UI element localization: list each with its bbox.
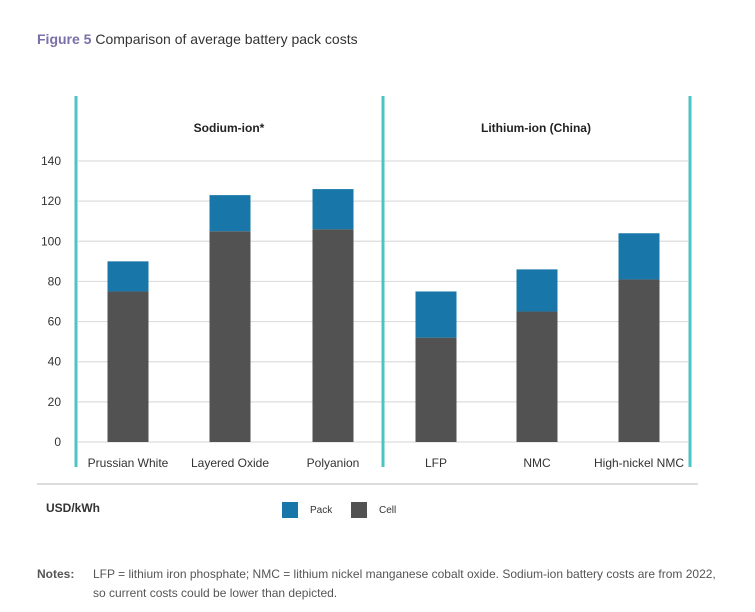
y-tick-label: 140 [41,154,61,168]
notes-label: Notes: [37,567,75,581]
notes-line-1: LFP = lithium iron phosphate; NMC = lith… [93,567,716,581]
legend-cell: Cell [351,502,396,518]
chart: 0 20 40 60 80 100 120 140 Sodium-ion* Lithium-ion… [41,96,692,470]
group-label: Sodium-ion* [194,121,265,135]
bar-pack [312,189,354,230]
legend-pack: Pack [282,502,332,518]
x-tick-label: NMC [523,456,551,470]
y-tick-label: 100 [41,234,61,248]
group-label: Lithium-ion (China) [481,121,591,135]
bar-pack [516,269,558,312]
bar-pack [618,233,660,280]
legend-pack-label: Pack [310,504,333,516]
legend-cell-label: Cell [379,504,397,516]
legend-cell-swatch [351,502,367,518]
figure-title: Figure 5 Comparison of average battery p… [37,31,358,47]
bar-cell [618,279,660,442]
y-tick-label: 80 [48,274,62,288]
notes: Notes: LFP = lithium iron phosphate; NMC… [37,565,716,603]
x-tick-label: Layered Oxide [191,456,269,470]
x-tick-label: Prussian White [88,456,169,470]
notes-line-2: so current costs could be lower than dep… [93,586,338,600]
bar-pack [107,261,149,292]
bar-pack [415,291,457,338]
x-tick-label: High-nickel NMC [594,456,684,470]
y-tick-label: 60 [48,315,62,329]
legend-pack-swatch [282,502,298,518]
y-tick-label: 40 [48,355,62,369]
x-tick-label: Polyanion [307,456,360,470]
bar-cell [516,311,558,442]
bar-cell [415,337,457,442]
bar-cell [312,229,354,442]
x-tick-label: LFP [425,456,447,470]
figure-title-text: Comparison of average battery pack costs [95,31,358,47]
y-tick-label: 0 [54,435,61,449]
y-axis-unit: USD/kWh [46,501,100,515]
footer-divider [37,483,698,485]
figure-label: Figure 5 [37,31,92,47]
y-tick-label: 20 [48,395,62,409]
y-tick-label: 120 [41,194,61,208]
bar-cell [107,291,149,442]
bar-cell [209,231,251,442]
bar-pack [209,195,251,232]
